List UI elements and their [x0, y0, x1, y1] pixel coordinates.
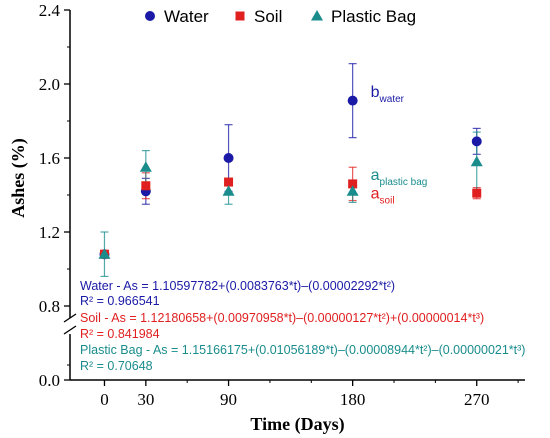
regression-equation: R² = 0.70648	[80, 359, 153, 373]
plastic-bag-point	[139, 161, 152, 172]
plastic-bag-point	[470, 155, 483, 167]
regression-equation: R² = 0.966541	[80, 294, 160, 308]
water-point	[471, 136, 482, 147]
x-axis-title: Time (Days)	[250, 414, 344, 435]
soil-point	[472, 188, 482, 198]
legend-marker-soil	[235, 11, 245, 21]
x-tick-label: 0	[100, 390, 109, 409]
plastic-bag-point	[222, 185, 235, 196]
regression-equation: R² = 0.841984	[80, 327, 160, 341]
regression-equation: Soil - As = 1.12180658+(0.00970958*t)–(0…	[80, 311, 484, 325]
x-tick-label: 270	[464, 390, 490, 409]
annotation-subscript: soil	[380, 196, 395, 207]
y-tick-label: 2.4	[39, 1, 61, 20]
legend-item-plastic-bag: Plastic Bag	[331, 7, 416, 26]
x-tick-label: 90	[220, 390, 237, 409]
legend-marker-plastic-bag	[311, 10, 323, 21]
legend-label-plastic-bag: Plastic Bag	[331, 7, 416, 26]
x-tick-label: 30	[137, 390, 154, 409]
annotation-label: bwater	[371, 84, 405, 105]
y-tick-label: 2.0	[39, 75, 60, 94]
plastic-bag-point	[98, 248, 111, 259]
y-axis-title: Ashes (%)	[8, 138, 29, 218]
plastic-bag-point	[346, 185, 359, 196]
soil-point	[348, 179, 358, 189]
y-tick-label: 0.0	[39, 371, 60, 390]
soil-point	[224, 177, 234, 187]
soil-point	[141, 181, 151, 191]
axis-break-mark	[63, 325, 77, 335]
legend-marker-water	[145, 11, 155, 21]
water-point	[223, 153, 234, 163]
annotation-subscript: plastic bag	[380, 177, 428, 188]
y-tick-label: 1.2	[39, 223, 60, 242]
water-point	[347, 95, 358, 106]
legend-label-water: Water	[164, 7, 209, 26]
axis-break-mark	[63, 313, 77, 323]
regression-equation: Plastic Bag - As = 1.15166175+(0.0105618…	[80, 343, 525, 357]
legend-label-soil: Soil	[254, 7, 282, 26]
legend-item-soil: Soil	[254, 7, 282, 26]
regression-equation: Water - As = 1.10597782+(0.0083763*t)–(0…	[80, 279, 395, 293]
annotation-subscript: water	[379, 94, 405, 105]
x-tick-label: 180	[340, 390, 366, 409]
y-tick-label: 0.8	[39, 297, 60, 316]
y-tick-label: 1.6	[39, 149, 60, 168]
legend-item-water: Water	[164, 7, 209, 26]
annotation-label: asoil	[371, 186, 395, 207]
